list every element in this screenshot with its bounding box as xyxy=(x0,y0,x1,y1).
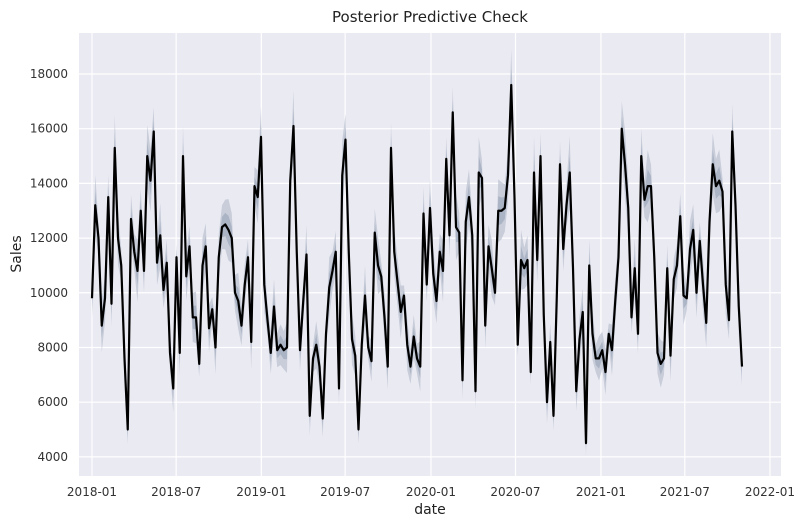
y-axis-ticks: 4000 6000 8000 10000 12000 14000 16000 18000 xyxy=(30,67,68,464)
x-axis-ticks: 2018-01 2018-07 2019-01 2019-07 2020-01 2020-… xyxy=(67,485,795,499)
y-tick-label: 16000 xyxy=(30,122,68,136)
y-tick-label: 8000 xyxy=(37,340,68,354)
y-tick-label: 6000 xyxy=(37,395,68,409)
x-tick-label: 2021-07 xyxy=(660,485,710,499)
series-line-observed-sales xyxy=(90,83,744,445)
x-tick-label: 2018-01 xyxy=(67,485,117,499)
chart-title: Posterior Predictive Check xyxy=(332,8,528,26)
x-tick-label: 2019-01 xyxy=(236,485,286,499)
series-lines xyxy=(90,83,744,445)
x-tick-label: 2020-07 xyxy=(490,485,540,499)
x-tick-label: 2018-07 xyxy=(151,485,201,499)
y-tick-label: 18000 xyxy=(30,67,68,81)
grid xyxy=(79,33,781,476)
x-tick-label: 2022-01 xyxy=(745,485,795,499)
y-tick-label: 10000 xyxy=(30,286,68,300)
x-axis-label: date xyxy=(414,502,446,518)
y-axis-label: Sales xyxy=(9,235,25,272)
x-tick-label: 2019-07 xyxy=(320,485,370,499)
y-tick-label: 4000 xyxy=(37,450,68,464)
y-tick-label: 14000 xyxy=(30,176,68,190)
y-tick-label: 12000 xyxy=(30,231,68,245)
x-tick-label: 2021-01 xyxy=(576,485,626,499)
x-tick-label: 2020-01 xyxy=(406,485,456,499)
